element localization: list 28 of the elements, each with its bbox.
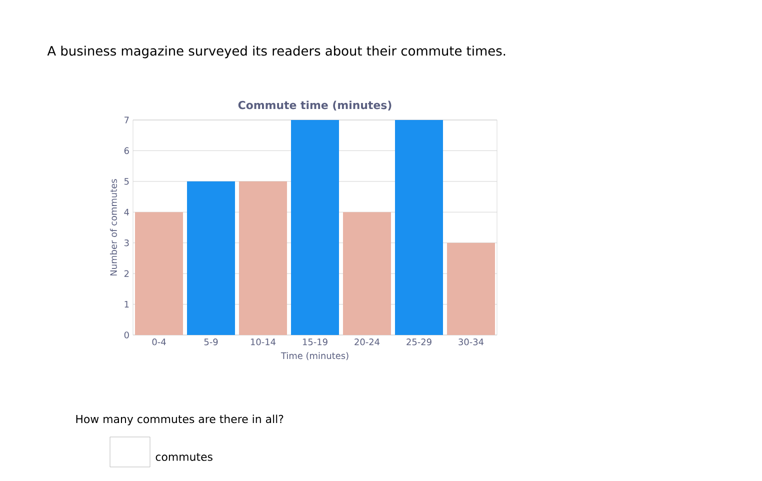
x-tick-label: 25-29 bbox=[406, 338, 432, 346]
x-tick-label: 20-24 bbox=[354, 338, 380, 346]
bar bbox=[239, 181, 288, 335]
chart-title: Commute time (minutes) bbox=[238, 100, 392, 110]
bar bbox=[447, 242, 496, 335]
text: How many commutes are there in all? bbox=[76, 414, 284, 426]
bar bbox=[395, 120, 444, 335]
text: A business magazine surveyed its readers about their commute times. bbox=[47, 46, 506, 58]
bar bbox=[291, 120, 340, 335]
y-tick-label: 0 bbox=[124, 332, 129, 338]
x-tick-label: 15-19 bbox=[302, 338, 328, 346]
y-axis-title: Number of commutes bbox=[110, 179, 117, 276]
x-tick-label: 30-34 bbox=[458, 338, 484, 346]
x-tick-label: 5-9 bbox=[204, 338, 218, 346]
bar bbox=[135, 212, 184, 335]
y-tick-label: 5 bbox=[124, 178, 129, 185]
y-tick-label: 3 bbox=[124, 239, 129, 246]
y-tick-label: 2 bbox=[124, 270, 129, 277]
y-tick-label: 1 bbox=[124, 301, 129, 308]
y-tick-label: 6 bbox=[124, 147, 129, 154]
x-tick-label: 10-14 bbox=[250, 338, 276, 346]
x-axis-title: Time (minutes) bbox=[280, 352, 348, 360]
y-tick-label: 7 bbox=[124, 116, 129, 124]
bar bbox=[187, 181, 236, 335]
x-tick-label: 0-4 bbox=[152, 338, 166, 346]
bar bbox=[343, 212, 392, 335]
text: commutes bbox=[156, 453, 212, 461]
y-tick-label: 4 bbox=[124, 208, 129, 216]
